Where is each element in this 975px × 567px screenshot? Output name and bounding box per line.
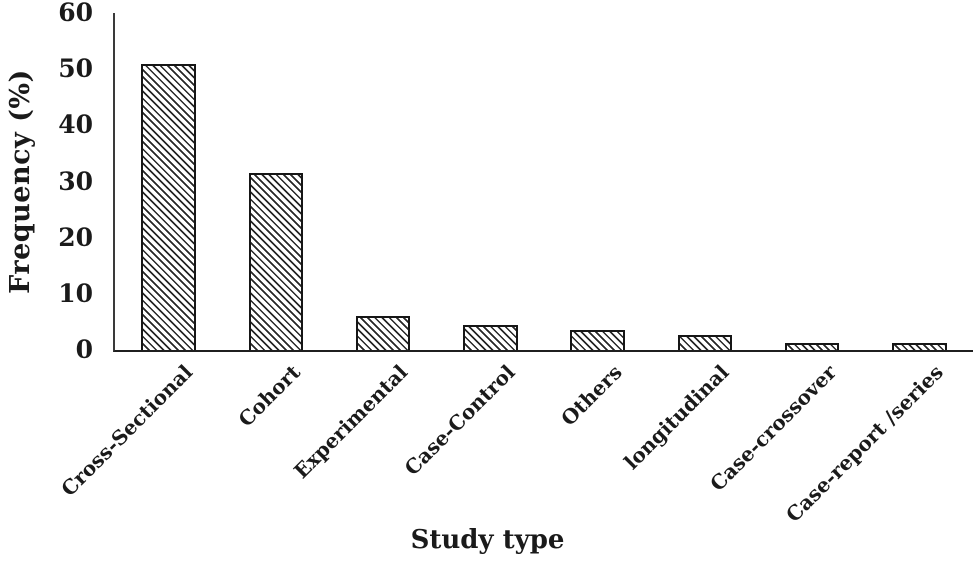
y-tick-label: 0 [75,335,93,364]
bar [570,330,625,350]
x-category-label: Others [556,360,627,431]
y-axis-tick-labels: 0 10 20 30 40 50 60 [0,0,99,364]
y-tick-label: 50 [58,54,93,84]
bar-cell [866,13,973,350]
y-tick-label: 20 [58,222,93,252]
bar [784,343,840,350]
bar [141,63,196,350]
y-tick-label: 60 [58,0,93,27]
y-tick-label: 10 [58,278,93,308]
bar-cell [437,13,544,350]
x-category-label: longitudinal [619,360,734,475]
x-category-label: Cohort [233,360,305,432]
bar-cell [544,13,651,350]
bar-cell [330,13,437,350]
y-tick-label: 40 [58,110,93,140]
bar-cell [222,13,329,350]
bars-container [115,13,973,350]
x-category-label: Cross-Sectional [56,360,198,501]
bar-cell [115,13,222,350]
bar [892,343,947,350]
plot-area [113,13,973,352]
bar [463,324,518,350]
y-tick-label: 30 [58,166,93,196]
x-category-label: Experimental [288,360,413,484]
x-axis-category-labels: Cross-Sectional Cohort Experimental Case-Co… [57,352,971,527]
x-axis-title: Study type [0,524,975,556]
bar [355,316,411,350]
x-axis-title-text: Study type [410,525,565,555]
bar-cell [759,13,866,350]
bar [248,173,304,350]
x-category-label: Case-Control [399,360,520,480]
bar [677,334,733,350]
bar-cell [651,13,758,350]
